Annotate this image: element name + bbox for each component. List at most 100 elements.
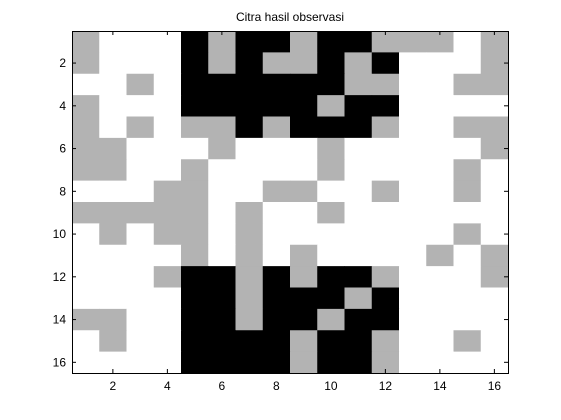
heatmap-cell [480,308,509,331]
heatmap-cell [72,137,100,160]
heatmap-cell [426,137,454,160]
x-tick-label: 8 [273,379,280,393]
heatmap-cell [344,223,373,246]
heatmap-cell [99,116,127,139]
heatmap-cell [317,223,345,246]
heatmap-cell [399,31,427,53]
heatmap-cell [262,308,291,331]
heatmap-cell [290,137,318,160]
heatmap-cell [453,180,482,203]
y-axis: 2 4 6 8 10 12 14 16 [53,56,508,369]
heatmap-cell [426,223,454,246]
heatmap-cell [126,31,155,53]
x-tick-label: 6 [219,379,226,393]
heatmap-cell [126,180,155,203]
heatmap-cell [153,180,182,203]
heatmap-cell [371,351,400,374]
heatmap-cell [72,330,100,353]
heatmap-cell [317,52,345,75]
heatmap-cell [99,287,127,310]
heatmap-cell [235,73,264,96]
heatmap-cell [453,330,482,353]
heatmap-cell [399,159,427,182]
heatmap-cell [426,202,454,224]
y-tick-label: 16 [53,355,67,369]
heatmap-cell [344,287,373,310]
x-tick-label: 2 [110,379,117,393]
heatmap-cell [426,351,454,374]
heatmap-cell [126,52,155,75]
heatmap-cell [371,116,400,139]
heatmap-cell [371,287,400,310]
heatmap-cell [99,308,127,331]
heatmap-cell [126,116,155,139]
heatmap-cell [480,287,509,310]
heatmap-cell [99,266,127,288]
heatmap-cell [480,31,509,53]
heatmap-cell [208,95,236,117]
heatmap-cell [290,202,318,224]
heatmap-cell [290,180,318,203]
heatmap-cell [344,266,373,288]
heatmap-cell [453,308,482,331]
heatmap-cell [371,159,400,182]
heatmap-cell [235,202,264,224]
heatmap-cell [72,308,100,331]
heatmap-cell [208,116,236,139]
heatmap-cell [153,330,182,353]
heatmap-cell [480,244,509,267]
heatmap-cell [480,137,509,160]
heatmap-cell [453,73,482,96]
heatmap-cell [262,223,291,246]
heatmap-cell [126,73,155,96]
heatmap-cell [262,31,291,53]
heatmap-cell [317,159,345,182]
heatmap-cell [181,137,209,160]
heatmap-cell [262,137,291,160]
heatmap-cell [453,116,482,139]
heatmap-cell [399,73,427,96]
heatmap-cell [317,95,345,117]
heatmap-cell [181,202,209,224]
heatmap-cell [290,287,318,310]
heatmap-cell [208,180,236,203]
heatmap-cell [72,52,100,75]
heatmap-cell [181,223,209,246]
heatmap-cell [126,95,155,117]
heatmap-cell [126,159,155,182]
heatmap-cell [181,330,209,353]
heatmap-cell [371,31,400,53]
heatmap-cell [99,95,127,117]
heatmap-cell [344,330,373,353]
heatmap-cell [208,330,236,353]
heatmap-cell [153,287,182,310]
heatmap-cell [317,137,345,160]
heatmap-cell [453,351,482,374]
heatmap-cell [317,202,345,224]
heatmap-cell [480,266,509,288]
heatmap-cell [72,180,100,203]
heatmap-cell [290,52,318,75]
heatmap-cell [208,202,236,224]
heatmap-cell [153,95,182,117]
heatmap-cells [72,31,509,374]
heatmap-cell [72,73,100,96]
heatmap-cell [371,308,400,331]
heatmap-cell [262,330,291,353]
heatmap-cell [453,31,482,53]
heatmap-cell [72,116,100,139]
heatmap-cell [317,287,345,310]
heatmap-cell [344,116,373,139]
heatmap-cell [126,223,155,246]
heatmap-cell [99,202,127,224]
heatmap-cell [72,351,100,374]
heatmap-cell [344,137,373,160]
heatmap-cell [426,266,454,288]
heatmap-cell [344,180,373,203]
heatmap-cell [262,159,291,182]
heatmap-cell [480,95,509,117]
heatmap-cell [235,223,264,246]
heatmap-cell [153,266,182,288]
heatmap-cell [262,244,291,267]
x-tick-label: 10 [324,379,338,393]
